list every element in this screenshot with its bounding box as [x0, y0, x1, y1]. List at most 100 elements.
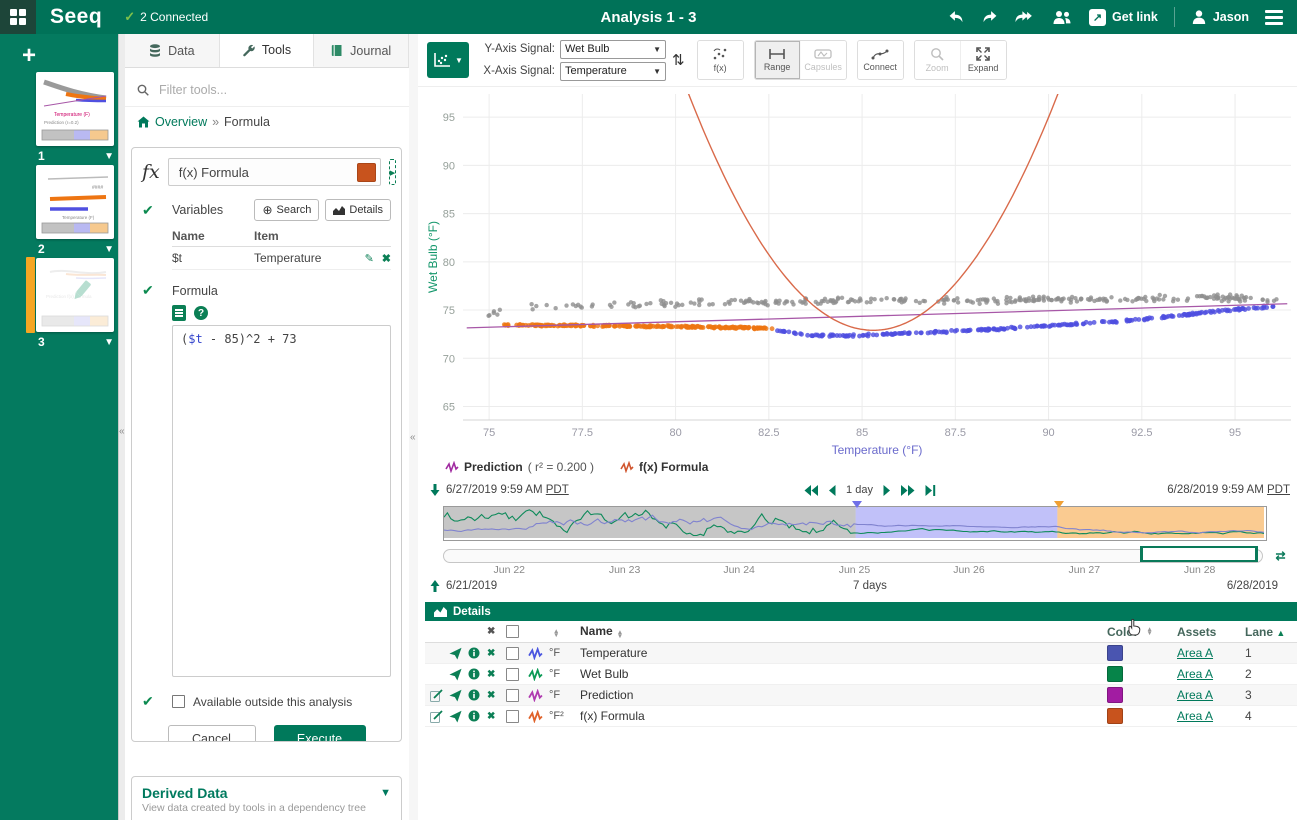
remove-item-icon[interactable]: ✖ [487, 668, 496, 680]
get-link-button[interactable]: ↗ Get link [1089, 8, 1158, 26]
asset-link[interactable]: Area A [1177, 667, 1214, 681]
edit-in-tool-icon[interactable] [430, 688, 443, 702]
asset-link[interactable]: Area A [1177, 688, 1214, 702]
undo-button[interactable] [948, 10, 965, 25]
send-to-trend-icon[interactable] [449, 668, 462, 681]
timeline-resize-icon[interactable]: ⇄ [1275, 548, 1286, 563]
formula-name-input[interactable] [176, 163, 357, 181]
step-back-half-button[interactable] [828, 484, 836, 496]
column-lane[interactable]: Lane ▲ [1245, 624, 1286, 639]
move-to-worksheet-icon[interactable]: ▸ [388, 159, 397, 185]
investigate-duration[interactable]: 7 days [853, 580, 887, 592]
details-header-bar[interactable]: Details [425, 602, 1297, 621]
collaborate-button[interactable] [1051, 10, 1073, 25]
info-icon[interactable] [468, 710, 480, 722]
formula-help-icon[interactable]: ? [194, 306, 208, 320]
worksheet-menu-chevron[interactable]: ▼ [104, 336, 114, 348]
toolbar-button-range[interactable]: Range [754, 41, 800, 79]
variables-details-button[interactable]: Details [325, 199, 391, 221]
info-icon[interactable] [468, 647, 480, 659]
chevron-down-icon[interactable]: ▼ [380, 787, 391, 799]
sort-icon[interactable]: ▲ ▼ [553, 628, 560, 639]
timeline-track[interactable] [443, 549, 1263, 563]
remove-item-icon[interactable]: ✖ [487, 689, 496, 701]
worksheet-thumbnail-1[interactable]: Temperature (F) Prediction (r=0.2) [36, 72, 114, 146]
sort-icon[interactable]: ▲ ▼ [1146, 625, 1153, 637]
send-to-trend-icon[interactable] [449, 647, 462, 660]
execute-button[interactable]: Execute [273, 725, 366, 741]
column-assets[interactable]: Assets [1177, 624, 1217, 639]
y-axis-signal-select[interactable]: Wet Bulb ▼ [560, 39, 666, 59]
formula-color-swatch[interactable] [356, 162, 376, 182]
select-all-checkbox[interactable] [506, 625, 519, 638]
worksheet-thumbnail-3[interactable]: Prediction f(x) Formula [36, 258, 114, 332]
view-mode-dropdown[interactable]: ▼ [427, 42, 469, 78]
toolbar-button-expand[interactable]: Expand [959, 41, 1006, 79]
color-swatch[interactable] [1107, 645, 1123, 661]
investigate-end[interactable]: 6/28/2019 [1226, 580, 1278, 592]
color-swatch[interactable] [1107, 687, 1123, 703]
redo-all-button[interactable] [1014, 10, 1035, 25]
asset-link[interactable]: Area A [1177, 709, 1214, 723]
toolbar-button-fx[interactable]: f(x) [697, 41, 743, 79]
collapse-rail-handle[interactable]: « [119, 426, 125, 437]
info-icon[interactable] [468, 668, 480, 680]
item-name[interactable]: Prediction [580, 688, 634, 702]
user-menu[interactable]: Jason [1191, 9, 1249, 25]
send-to-trend-icon[interactable] [449, 689, 462, 702]
edit-variable-icon[interactable]: ✎ [364, 252, 374, 265]
column-name[interactable]: Name ▲ ▼ [580, 624, 624, 640]
edit-in-tool-icon[interactable] [430, 709, 443, 723]
item-name[interactable]: f(x) Formula [580, 709, 645, 723]
tab-journal[interactable]: Journal [314, 34, 410, 67]
remove-item-icon[interactable]: ✖ [487, 647, 496, 659]
legend-item[interactable]: f(x) Formula [620, 460, 708, 474]
add-worksheet-button[interactable]: + [22, 42, 37, 69]
worksheet-menu-chevron[interactable]: ▼ [104, 150, 114, 162]
row-checkbox[interactable] [506, 709, 519, 723]
cancel-button[interactable]: Cancel [167, 725, 256, 741]
collapse-tools-handle[interactable]: « [410, 432, 416, 443]
tab-tools[interactable]: Tools [219, 34, 315, 67]
step-forward-full-button[interactable] [900, 484, 915, 496]
remove-item-icon[interactable]: ✖ [487, 710, 496, 722]
asset-link[interactable]: Area A [1177, 646, 1214, 660]
investigate-start[interactable]: 6/21/2019 [446, 580, 498, 592]
step-forward-half-button[interactable] [883, 484, 891, 496]
formula-docs-icon[interactable] [172, 305, 186, 321]
remove-variable-icon[interactable]: ✖ [381, 252, 391, 265]
send-to-trend-icon[interactable] [449, 710, 462, 723]
column-color[interactable]: Color ▲ ▼ [1107, 624, 1153, 639]
row-checkbox[interactable] [506, 688, 519, 702]
toolbar-button-connect[interactable]: Connect [857, 41, 903, 79]
step-to-now-button[interactable] [925, 484, 936, 496]
timezone-link[interactable]: PDT [1267, 484, 1290, 496]
timeline-selection-handle[interactable] [1140, 546, 1258, 562]
x-axis-signal-select[interactable]: Temperature ▼ [560, 61, 666, 81]
redo-button[interactable] [981, 10, 998, 25]
variables-search-button[interactable]: ⊕ Search [254, 199, 320, 221]
hamburger-menu-button[interactable] [1265, 9, 1283, 25]
trend-preview-strip[interactable] [443, 501, 1267, 541]
item-name[interactable]: Wet Bulb [580, 667, 629, 681]
step-back-full-button[interactable] [804, 484, 819, 496]
worksheet-thumbnail-2[interactable]: #### Temperature (F) [36, 165, 114, 239]
connection-status[interactable]: ✓ 2 Connected [124, 9, 209, 24]
step-size-label[interactable]: 1 day [846, 484, 873, 496]
row-checkbox[interactable] [506, 646, 519, 660]
sort-icon[interactable]: ▲ ▼ [616, 629, 624, 640]
legend-item[interactable]: Prediction ( r² = 0.200 ) [445, 460, 594, 474]
timezone-link[interactable]: PDT [545, 484, 569, 496]
remove-all-icon[interactable]: ✖ [487, 626, 496, 637]
color-swatch[interactable] [1107, 666, 1123, 682]
info-icon[interactable] [468, 689, 480, 701]
scatter-chart[interactable]: 65 70 75 80 85 90 95 75 77.5 80 82.5 85 87.5 90 92.5 95… [425, 88, 1297, 460]
filter-tools-input[interactable] [157, 82, 397, 98]
home-grid-button[interactable] [0, 0, 36, 34]
color-swatch[interactable] [1107, 708, 1123, 724]
tab-data[interactable]: Data [125, 34, 220, 67]
swap-axes-button[interactable]: ⇅ [672, 52, 685, 69]
worksheet-menu-chevron[interactable]: ▼ [104, 243, 114, 255]
item-name[interactable]: Temperature [580, 646, 648, 660]
formula-editor[interactable]: ($t - 85)^2 + 73 [172, 325, 391, 677]
